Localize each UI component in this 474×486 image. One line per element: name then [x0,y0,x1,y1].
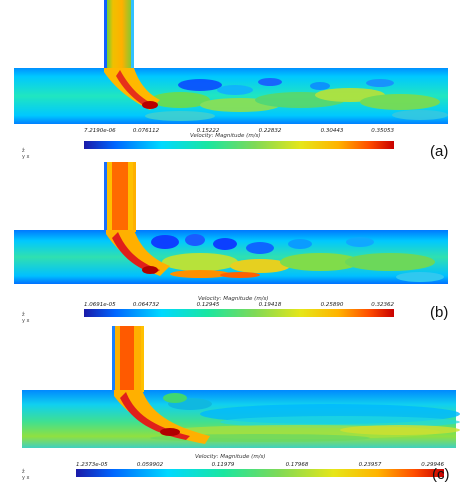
legend-title-c: Velocity: Magnitude (m/s) [195,454,266,460]
legend-title-a: Velocity: Magnitude (m/s) [190,133,261,139]
legend-title-b: Velocity: Magnitude (m/s) [198,296,269,302]
velocity-field-a [14,0,448,124]
colorbar-b [84,309,394,317]
tick-a-3: 0.22832 [258,128,282,134]
tick-b-2: 0.12945 [196,302,220,308]
velocity-field-c [22,326,460,448]
panel-label-b: (b) [430,304,449,321]
tick-b-1: 0.064732 [132,302,160,308]
tick-b-3: 0.19418 [258,302,282,308]
colorbar-a [84,141,394,149]
tick-a-4: 0.30443 [320,128,344,134]
colorbar-c [76,469,444,477]
tick-c-4: 0.23957 [358,462,382,468]
tick-c-3: 0.17968 [285,462,309,468]
tick-b-4: 0.25890 [320,302,344,308]
panel-label-c: (c) [432,466,450,483]
tick-a-5: 0.35053 [371,128,394,134]
tick-c-2: 0.11979 [211,462,235,468]
tick-b-5: 0.32362 [371,302,394,308]
tick-c-5: 0.29946 [421,462,444,468]
tick-a-2: 0.15222 [196,128,220,134]
tick-a-1: 0.076112 [132,128,160,134]
tick-c-1: 0.059902 [136,462,164,468]
tick-a-0: 7.2190e-06 [84,128,116,134]
velocity-field-b [14,162,448,284]
panel-label-a: (a) [430,143,449,160]
tick-c-0: 1.2373e-05 [76,462,108,468]
tick-b-0: 1.0691e-05 [84,302,116,308]
